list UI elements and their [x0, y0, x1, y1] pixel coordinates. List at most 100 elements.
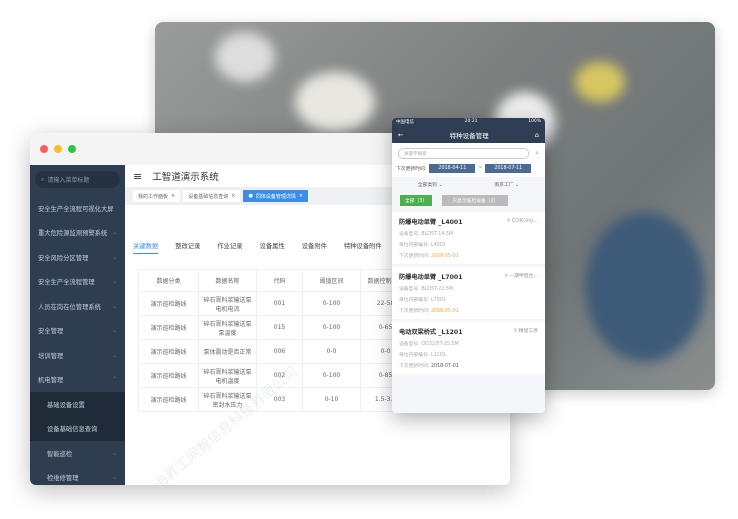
chevron-down-icon: ⌄ — [111, 229, 117, 237]
factory-filter[interactable]: 南京工厂 ⌄ — [494, 183, 520, 188]
tab-equipment-detail[interactable]: ● 同体设备管理详情 × — [243, 190, 309, 202]
field-label: 设备型号: — [399, 232, 420, 237]
nav-bar: ← 特种设备管理 ⌂ — [392, 126, 545, 143]
sidebar-item-label: 培训管理 — [38, 352, 64, 360]
table-cell: 碎石膏料浆输送泵密封水压力 — [198, 387, 257, 412]
column-header: 数据分类 — [138, 269, 199, 292]
factory-filter-value: 南京工厂 — [494, 183, 514, 188]
equipment-card[interactable]: 防爆电动单臂 _L7001 ⚲ 一期甲醛合... 设备型号: BLD5T-22.5… — [392, 267, 545, 319]
all-button[interactable]: 全部（3） — [400, 195, 433, 206]
table-cell: 碎石膏料浆输送泵电机电流 — [198, 291, 257, 316]
overdue-only-button[interactable]: 只显示临检设备（2） — [442, 195, 509, 206]
maximize-dot[interactable] — [68, 145, 76, 153]
tab-label: 设备基础信息查询 — [188, 193, 229, 200]
app-title: 工智道演示系统 — [152, 172, 219, 183]
hamburger-icon[interactable]: ≡ — [133, 169, 143, 183]
table-cell: 015 — [256, 315, 303, 340]
type-filter[interactable]: 全部类别 ⌄ — [417, 183, 443, 188]
chevron-down-icon: ⌄ — [111, 474, 117, 482]
sidebar-subitem-label: 检维修管理 — [47, 475, 79, 483]
sidebar-item[interactable]: 培训管理 ⌄ — [30, 343, 125, 368]
chevron-up-icon: ⌃ — [111, 376, 117, 384]
sidebar-item-label: 机电管理 — [38, 377, 64, 385]
chevron-down-icon: ⌄ — [111, 278, 117, 286]
sidebar-item-label: 安全生产全流程可视化大屏 — [38, 205, 114, 213]
keyword-search-input[interactable]: 关键字搜索 — [398, 148, 530, 159]
location-label: 精馏工序 — [518, 329, 538, 334]
table-cell: 006 — [256, 339, 303, 364]
date-to-field[interactable]: 2018-07-11 — [485, 164, 532, 173]
subtab[interactable]: 关键数据 — [133, 241, 159, 254]
close-dot[interactable] — [40, 145, 48, 153]
subtab[interactable]: 设备属性 — [259, 243, 285, 250]
sidebar-item[interactable]: 安全生产全流程可视化大屏 — [30, 196, 125, 221]
tab-equipment-query[interactable]: 设备基础信息查询 × — [183, 190, 241, 202]
subtab[interactable]: 整改记录 — [175, 243, 201, 250]
sidebar-subitem[interactable]: 设备基础信息查询 — [30, 416, 125, 441]
sidebar-item[interactable]: 安全管理 ⌄ — [30, 319, 125, 344]
location-pin-icon: ⚲ — [504, 274, 508, 279]
sidebar-item-label: 重大危险源监测预警系统 — [38, 230, 108, 238]
chevron-down-icon: ⌄ — [111, 302, 117, 310]
clock: 20:21 — [464, 119, 478, 124]
back-arrow-icon[interactable]: ← — [398, 130, 404, 139]
sidebar-item[interactable]: 安全风险分区管理 ⌄ — [30, 245, 125, 270]
table-row: 演示巡检路线 碎石膏料浆输送泵密封水压力 003 0-10 1.5-3.5 — [138, 387, 411, 412]
location-pin-icon: ⚲ — [506, 219, 511, 224]
next-update-date: 2018-05-01 — [430, 254, 459, 259]
chevron-down-icon: ⌄ — [111, 449, 117, 457]
date-from-field[interactable]: 2018-04-11 — [429, 164, 476, 173]
table-row: 演示巡检路线 碎石膏料浆输送泵泵温度 015 0-100 0-65 — [138, 315, 411, 340]
table-cell: 碎石膏料浆输送泵电机温度 — [198, 363, 257, 388]
table-cell: 演示巡检路线 — [138, 363, 199, 388]
field-label: 下次更新时间: — [399, 254, 430, 259]
next-update-date: 2018-05-01 — [430, 309, 459, 314]
sidebar-subitem[interactable]: 检维修管理 ⌄ — [30, 466, 125, 486]
sidebar-item-label: 安全生产全流程管理 — [38, 279, 95, 287]
equipment-card[interactable]: 电动双梁桥式 _L1201 ⚲ 精馏工序 设备型号: QD32/5T-25.5M … — [392, 322, 545, 374]
sidebar-item[interactable]: 机电管理 ⌃ — [30, 368, 125, 393]
tab-workspace[interactable]: 我的工作面板 × — [133, 190, 181, 202]
equipment-model: BLD5T-14.5M — [421, 232, 454, 237]
subtab[interactable]: 作业记录 — [217, 243, 243, 250]
search-icon[interactable]: ⌕ — [535, 149, 539, 157]
sidebar-item-label: 人员在岗在位管理系统 — [38, 303, 101, 311]
table-row: 演示巡检路线 碎石膏料浆输送泵电机温度 002 0-100 0-85 — [138, 363, 411, 388]
sidebar: ⌕ 请输入菜单标题 安全生产全流程可视化大屏 重大危险源监测预警系统 ⌄ 安全风险分区管… — [30, 165, 125, 485]
next-update-date: 2018-07-01 — [430, 364, 459, 369]
minimize-dot[interactable] — [54, 145, 62, 153]
column-header: 阈值区间 — [302, 269, 361, 292]
subtab[interactable]: 设备附件 — [301, 243, 327, 250]
field-label: 单位内部编号: — [399, 298, 430, 303]
mobile-app: 中国电信 20:21 100% ← 特种设备管理 ⌂ 关键字搜索 ⌕ 下次更新时间: 2… — [392, 118, 545, 413]
home-icon[interactable]: ⌂ — [534, 130, 539, 139]
sidebar-item[interactable]: 重大危险源监测预警系统 ⌄ — [30, 221, 125, 246]
table-cell: 演示巡检路线 — [138, 339, 199, 364]
table-cell: 0-100 — [302, 315, 361, 340]
table-cell: 0-0 — [302, 339, 361, 364]
detail-subtabs: 关键数据 整改记录 作业记录 设备属性 设备附件 特种设备附件 — [133, 241, 382, 254]
equipment-code: L1201 — [430, 353, 446, 358]
field-label: 设备型号: — [399, 342, 420, 347]
equipment-model: BLD5T-22.5M — [421, 287, 454, 292]
menu-search-input[interactable]: ⌕ 请输入菜单标题 — [35, 171, 120, 188]
equipment-card[interactable]: 防爆电动单臂 _L4001 ⚲ CO买冷分... 设备型号: BLD5T-14.5… — [392, 212, 545, 264]
date-separator: ~ — [478, 166, 483, 171]
search-icon: ⌕ — [41, 175, 45, 183]
chevron-down-icon: ⌄ — [111, 327, 117, 335]
equipment-name: 防爆电动单臂 _L7001 — [399, 274, 463, 281]
chevron-down-icon: ⌄ — [111, 253, 117, 261]
tab-label: 我的工作面板 — [138, 193, 169, 200]
location-label: CO买冷分... — [511, 219, 538, 224]
sidebar-subitem[interactable]: 智能巡检 ⌄ — [30, 441, 125, 466]
field-label: 设备型号: — [399, 287, 420, 292]
date-label: 下次更新时间: — [396, 167, 427, 172]
sidebar-subitem[interactable]: 基础设备设置 — [30, 392, 125, 417]
location: ⚲ 精馏工序 — [514, 327, 538, 336]
sidebar-item[interactable]: 安全生产全流程管理 ⌄ — [30, 270, 125, 295]
location-label: 一期甲醛合... — [509, 274, 538, 279]
sidebar-item[interactable]: 人员在岗在位管理系统 ⌄ — [30, 294, 125, 319]
equipment-name: 电动双梁桥式 _L1201 — [399, 329, 463, 336]
subtab[interactable]: 特种设备附件 — [343, 243, 382, 250]
table-cell: 0-10 — [302, 387, 361, 412]
